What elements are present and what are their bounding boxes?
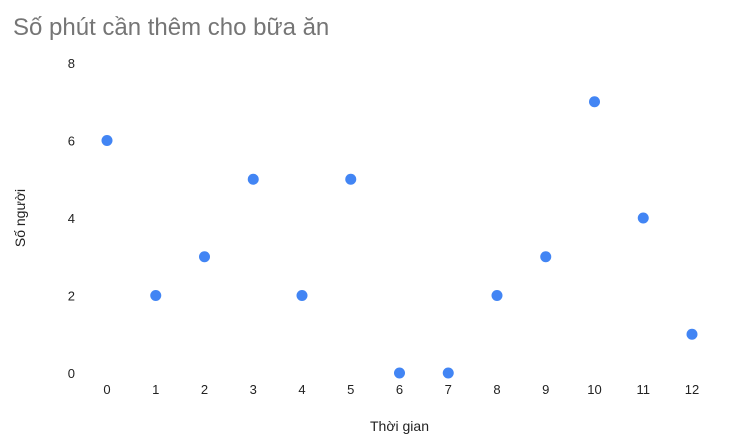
y-tick-label: 8 xyxy=(68,56,75,71)
x-tick-label: 7 xyxy=(445,382,452,397)
y-axis-title: Số người xyxy=(12,189,28,247)
x-tick-label: 1 xyxy=(152,382,159,397)
x-tick-label: 11 xyxy=(637,382,651,397)
data-point xyxy=(442,367,454,379)
data-point xyxy=(199,251,210,263)
x-tick-label: 3 xyxy=(250,382,257,397)
data-point xyxy=(491,290,503,301)
data-point xyxy=(101,135,113,146)
x-tick-label: 9 xyxy=(542,382,549,397)
x-axis-title: Thời gian xyxy=(370,418,429,434)
x-tick-label: 2 xyxy=(201,382,208,397)
x-tick-label: 8 xyxy=(493,382,500,397)
data-points xyxy=(101,96,698,379)
data-point xyxy=(637,212,649,224)
x-tick-label: 4 xyxy=(298,382,305,397)
chart-title: Số phút cần thêm cho bữa ăn xyxy=(13,14,330,41)
y-tick-label: 6 xyxy=(68,134,75,149)
data-point xyxy=(150,290,162,301)
x-axis-ticks: 0 1 2 3 4 5 6 7 8 9 10 11 12 xyxy=(103,382,699,397)
x-tick-label: 10 xyxy=(587,382,601,397)
data-point xyxy=(540,251,552,263)
x-tick-label: 6 xyxy=(396,382,403,397)
data-point xyxy=(394,367,405,379)
data-point xyxy=(296,290,308,301)
y-tick-label: 2 xyxy=(68,289,75,304)
x-tick-label: 12 xyxy=(685,382,699,397)
data-point xyxy=(345,173,357,185)
data-point xyxy=(589,96,600,108)
data-point xyxy=(247,173,259,185)
x-tick-label: 5 xyxy=(347,382,354,397)
y-tick-label: 4 xyxy=(68,211,75,226)
x-tick-label: 0 xyxy=(103,382,110,397)
y-tick-label: 0 xyxy=(68,366,75,381)
y-axis-ticks: 0 2 4 6 8 xyxy=(68,56,75,381)
data-point xyxy=(686,328,698,340)
